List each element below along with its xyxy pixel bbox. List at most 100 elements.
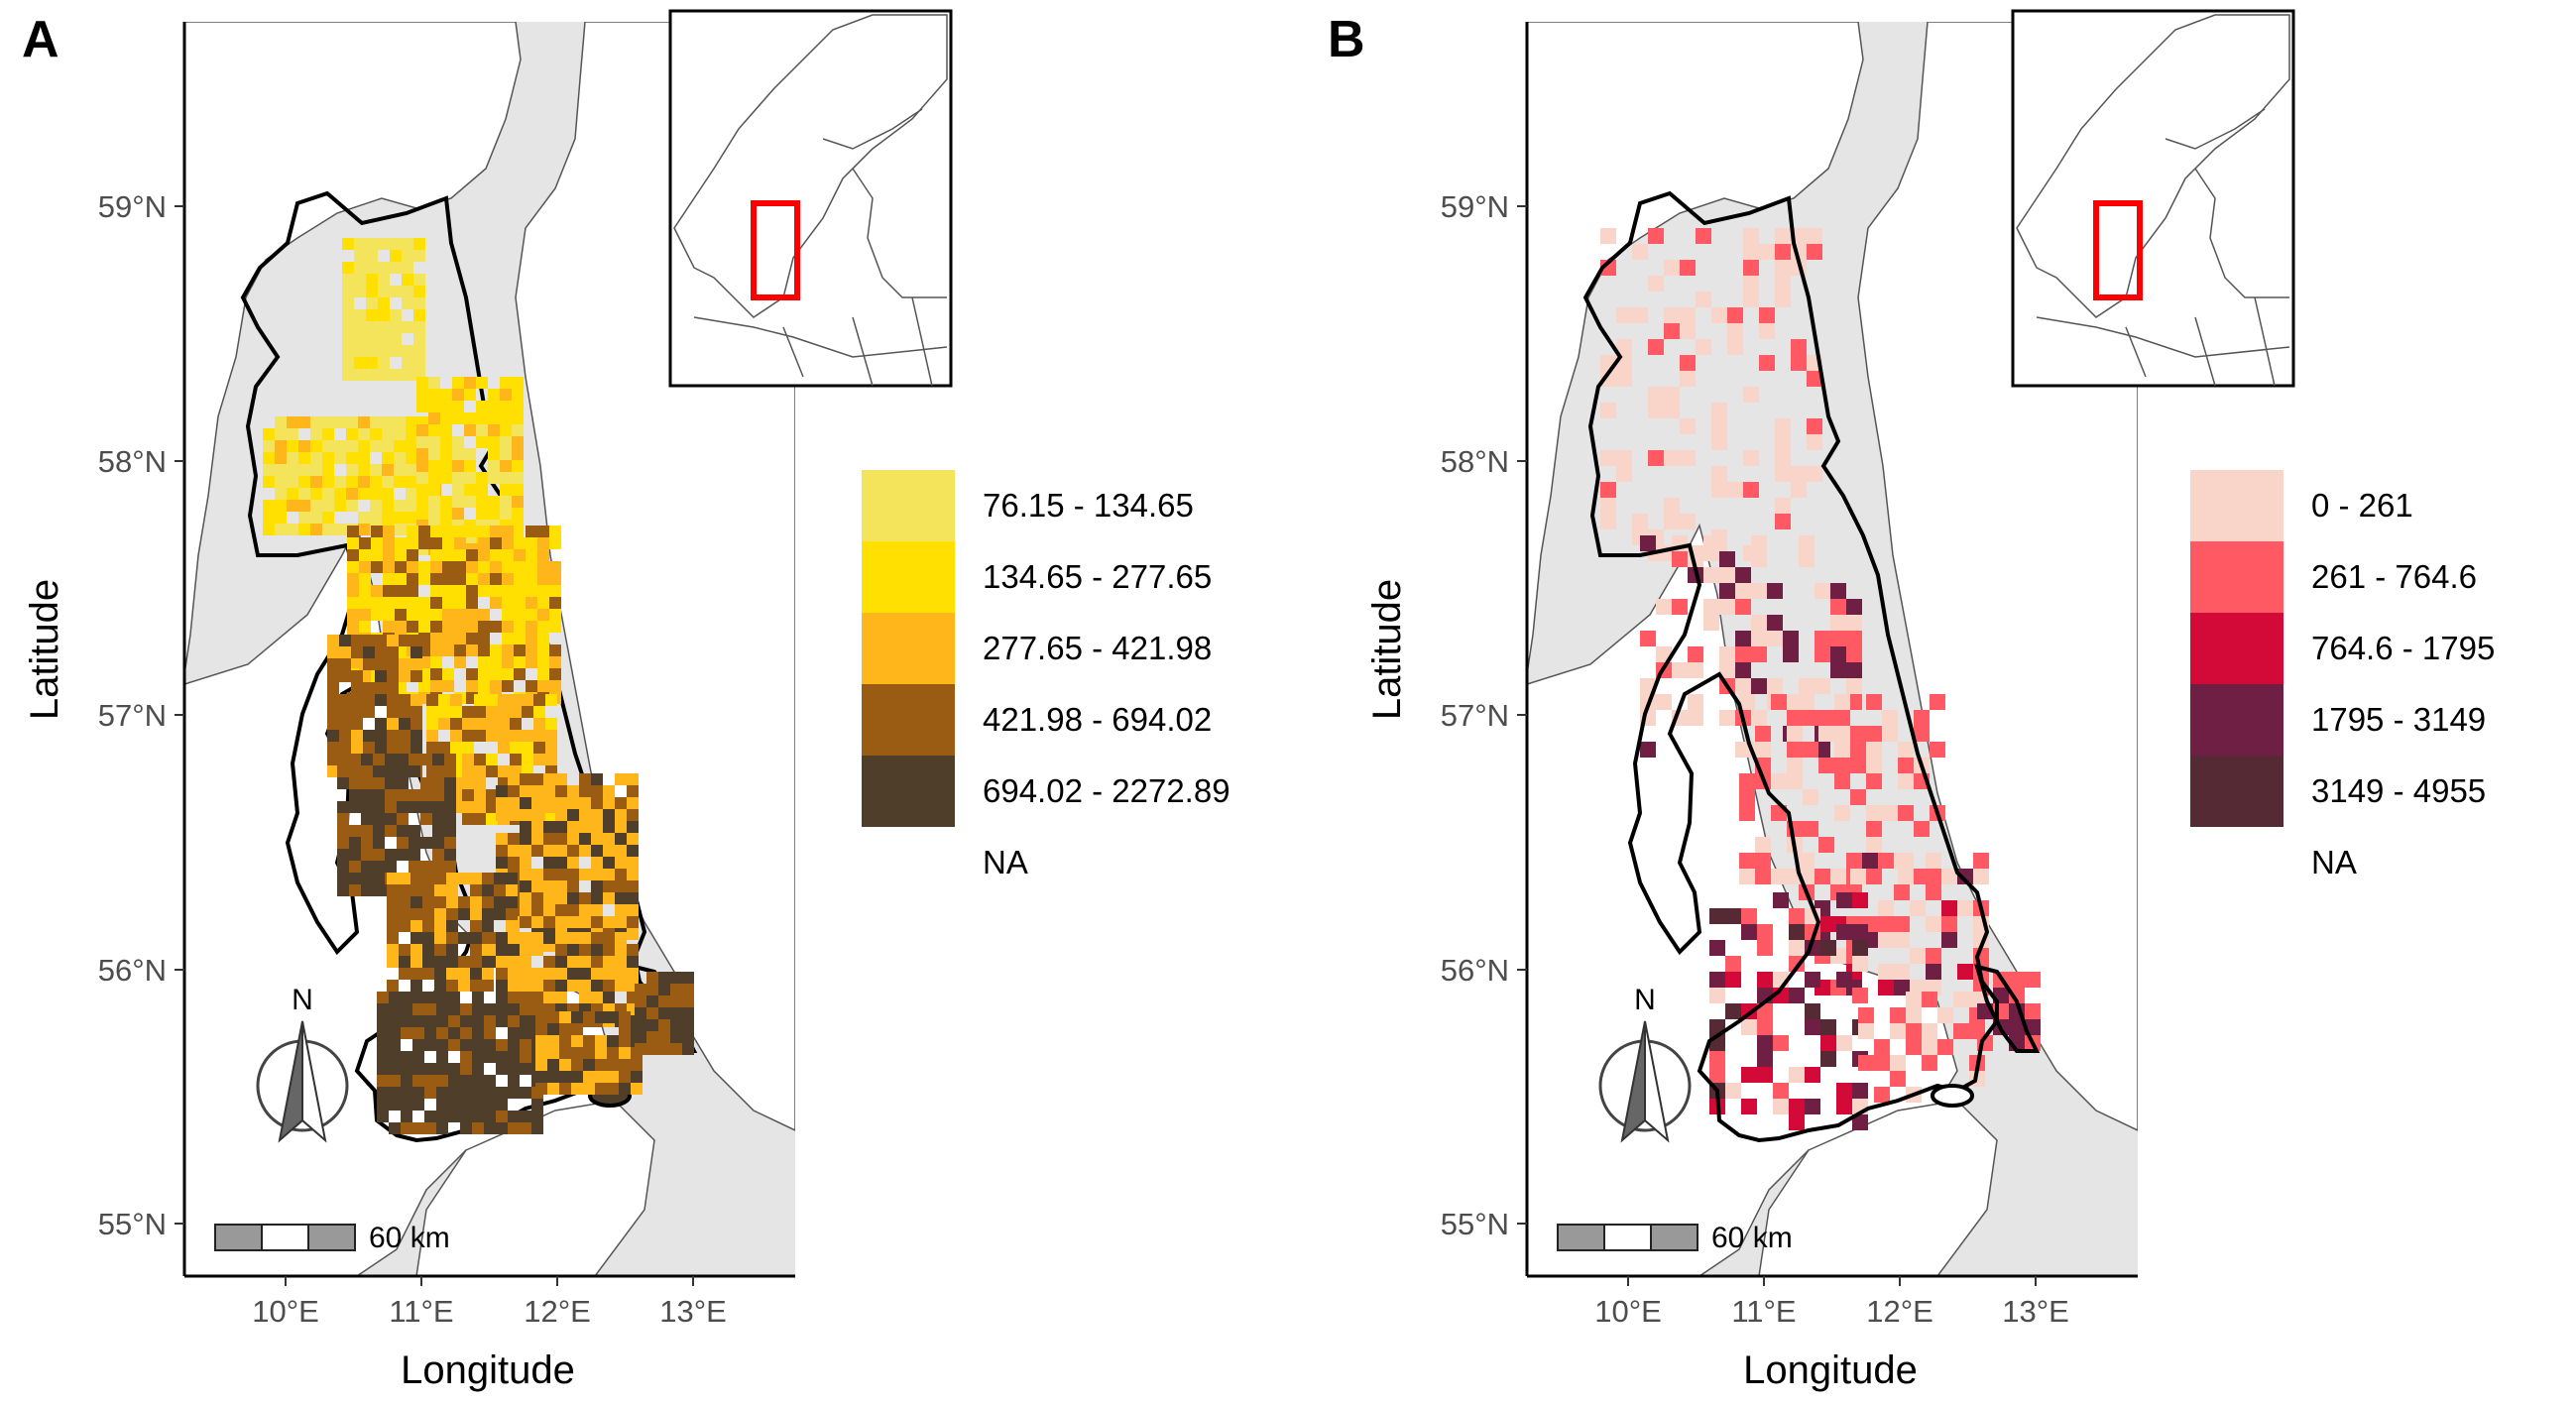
raster-cell [1600,228,1616,244]
raster-cell [406,464,417,476]
raster-cell [591,797,603,809]
raster-cell [358,428,370,440]
raster-cell [1815,583,1830,599]
raster-cell [500,508,512,520]
raster-cell [389,1099,401,1111]
raster-cell [387,980,399,992]
raster-cell [555,797,567,809]
raster-cell [470,920,482,932]
raster-cell [401,1003,412,1015]
raster-cell [1709,972,1725,988]
raster-cell [298,476,310,488]
raster-cell [422,896,434,908]
raster-cell [420,754,432,765]
raster-cell [627,785,639,797]
raster-cell [1866,837,1882,853]
raster-cell [502,633,514,644]
raster-cell [382,416,394,428]
raster-cell [1743,260,1759,276]
raster-cell [420,777,432,789]
raster-cell [526,680,537,692]
raster-cell [484,1015,496,1027]
raster-cell [412,1003,424,1015]
raster-cell [496,857,508,869]
raster-cell [567,904,579,916]
raster-cell [412,992,424,1003]
raster-cell [373,884,385,896]
raster-cell [1741,908,1757,924]
raster-cell [1664,403,1680,418]
raster-cell [682,1031,694,1043]
raster-cell [1773,1099,1789,1114]
raster-cell [1866,821,1882,837]
raster-cell [466,573,478,585]
raster-cell [508,944,520,956]
raster-cell [401,992,412,1003]
raster-cell [377,1111,389,1122]
raster-cell [591,845,603,857]
raster-cell [615,809,627,821]
raster-cell [358,464,370,476]
raster-cell [440,436,452,448]
raster-cell [337,754,349,765]
raster-cell [395,609,407,621]
raster-cell [615,845,627,857]
raster-cell [385,801,397,813]
raster-cell [424,1063,436,1075]
raster-cell [410,635,422,646]
raster-cell [397,777,409,789]
raster-cell [535,1059,547,1071]
raster-cell [342,297,354,309]
raster-cell [349,765,361,777]
raster-cell [1815,631,1830,646]
raster-cell [442,526,454,537]
raster-cell [298,488,310,500]
raster-cell [1775,514,1791,529]
raster-cell [428,424,440,436]
raster-cell [406,488,417,500]
raster-cell [1815,678,1830,694]
raster-cell [434,873,446,884]
raster-cell [1727,307,1743,323]
raster-cell [395,561,407,573]
raster-cell [401,1063,412,1075]
lat-tick-label: 57°N [1441,698,1509,733]
raster-cell [559,1011,571,1023]
raster-cell [537,680,549,692]
raster-cell [496,980,508,992]
raster-cell [615,968,627,980]
raster-cell [555,809,567,821]
raster-cell [298,416,310,428]
raster-cell [543,833,555,845]
raster-cell [531,797,543,809]
raster-cell [448,1015,460,1027]
raster-cell [1616,371,1632,387]
raster-cell [1787,710,1803,726]
raster-cell [378,274,390,286]
raster-cell [1815,869,1830,884]
raster-cell [430,549,442,561]
raster-cell [591,809,603,821]
raster-cell [502,680,514,692]
raster-cell [454,585,466,597]
raster-cell [1775,498,1791,514]
legend-label: 76.15 - 134.65 [983,487,1194,524]
raster-cell [275,428,287,440]
raster-cell [1890,1055,1906,1071]
raster-cell [1787,726,1803,742]
raster-cell [363,706,375,718]
raster-cell [440,460,452,472]
raster-cell [446,980,458,992]
raster-cell [579,968,591,980]
raster-cell [619,1071,631,1083]
raster-cell [448,1063,460,1075]
raster-cell [591,916,603,928]
raster-cell [424,1075,436,1087]
raster-cell [486,765,498,777]
raster-cell [346,416,358,428]
raster-cell [401,1087,412,1099]
raster-cell [406,452,417,464]
raster-cell [512,496,524,508]
raster-cell [426,730,438,742]
raster-cell [401,1111,412,1122]
